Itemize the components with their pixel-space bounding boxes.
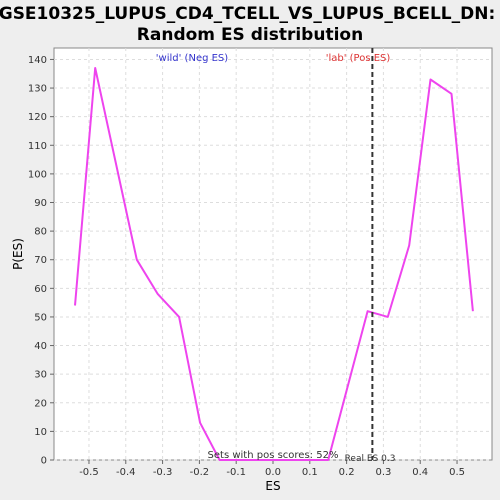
x-tick-label: -0.2 (190, 467, 210, 478)
y-tick-label: 50 (34, 312, 47, 323)
chart-title-line1: GSE10325_LUPUS_CD4_TCELL_VS_LUPUS_BCELL_… (0, 4, 495, 24)
x-axis: -0.5 -0.4 -0.3 -0.2 -0.1 0.0 0.1 0.2 0.3 0.4 0.5 (79, 460, 465, 478)
real-es-label: Real ES 0.3 (345, 454, 396, 464)
x-tick-label: 0.4 (412, 467, 428, 478)
x-tick-label: -0.3 (153, 467, 173, 478)
series-layer (74, 67, 474, 461)
y-tick-label: 80 (34, 227, 47, 238)
x-axis-label: ES (265, 479, 280, 493)
y-tick-label: 70 (34, 255, 47, 266)
grid (54, 48, 492, 461)
y-tick-label: 20 (34, 398, 47, 409)
x-tick-label: 0.5 (449, 467, 465, 478)
y-tick-label: 90 (34, 198, 47, 209)
y-tick-label: 130 (28, 84, 47, 95)
es-distribution-line (74, 67, 474, 461)
y-tick-label: 60 (34, 284, 47, 295)
y-tick-label: 110 (28, 141, 47, 152)
y-axis: 0 10 20 30 40 50 60 70 80 90 100 110 120 130 140 (28, 55, 54, 467)
y-tick-label: 30 (34, 370, 47, 381)
y-tick-label: 0 (41, 456, 47, 467)
y-tick-label: 140 (28, 55, 47, 66)
chart-title-line2: Random ES distribution (137, 25, 363, 45)
pos-es-label: 'lab' (Pos ES) (326, 53, 391, 64)
x-tick-label: 0.1 (302, 467, 318, 478)
x-tick-label: -0.1 (226, 467, 246, 478)
y-tick-label: 10 (34, 427, 47, 438)
x-tick-label: 0.0 (265, 467, 281, 478)
pos-scores-text: Sets with pos scores: 52% (208, 450, 339, 461)
neg-es-label: 'wild' (Neg ES) (156, 53, 228, 64)
y-tick-label: 120 (28, 112, 47, 123)
x-tick-label: -0.5 (79, 467, 99, 478)
y-tick-label: 100 (28, 169, 47, 180)
x-tick-label: -0.4 (116, 467, 136, 478)
x-tick-label: 0.2 (339, 467, 355, 478)
y-tick-label: 40 (34, 341, 47, 352)
y-axis-label: P(ES) (11, 238, 25, 270)
x-tick-label: 0.3 (375, 467, 391, 478)
